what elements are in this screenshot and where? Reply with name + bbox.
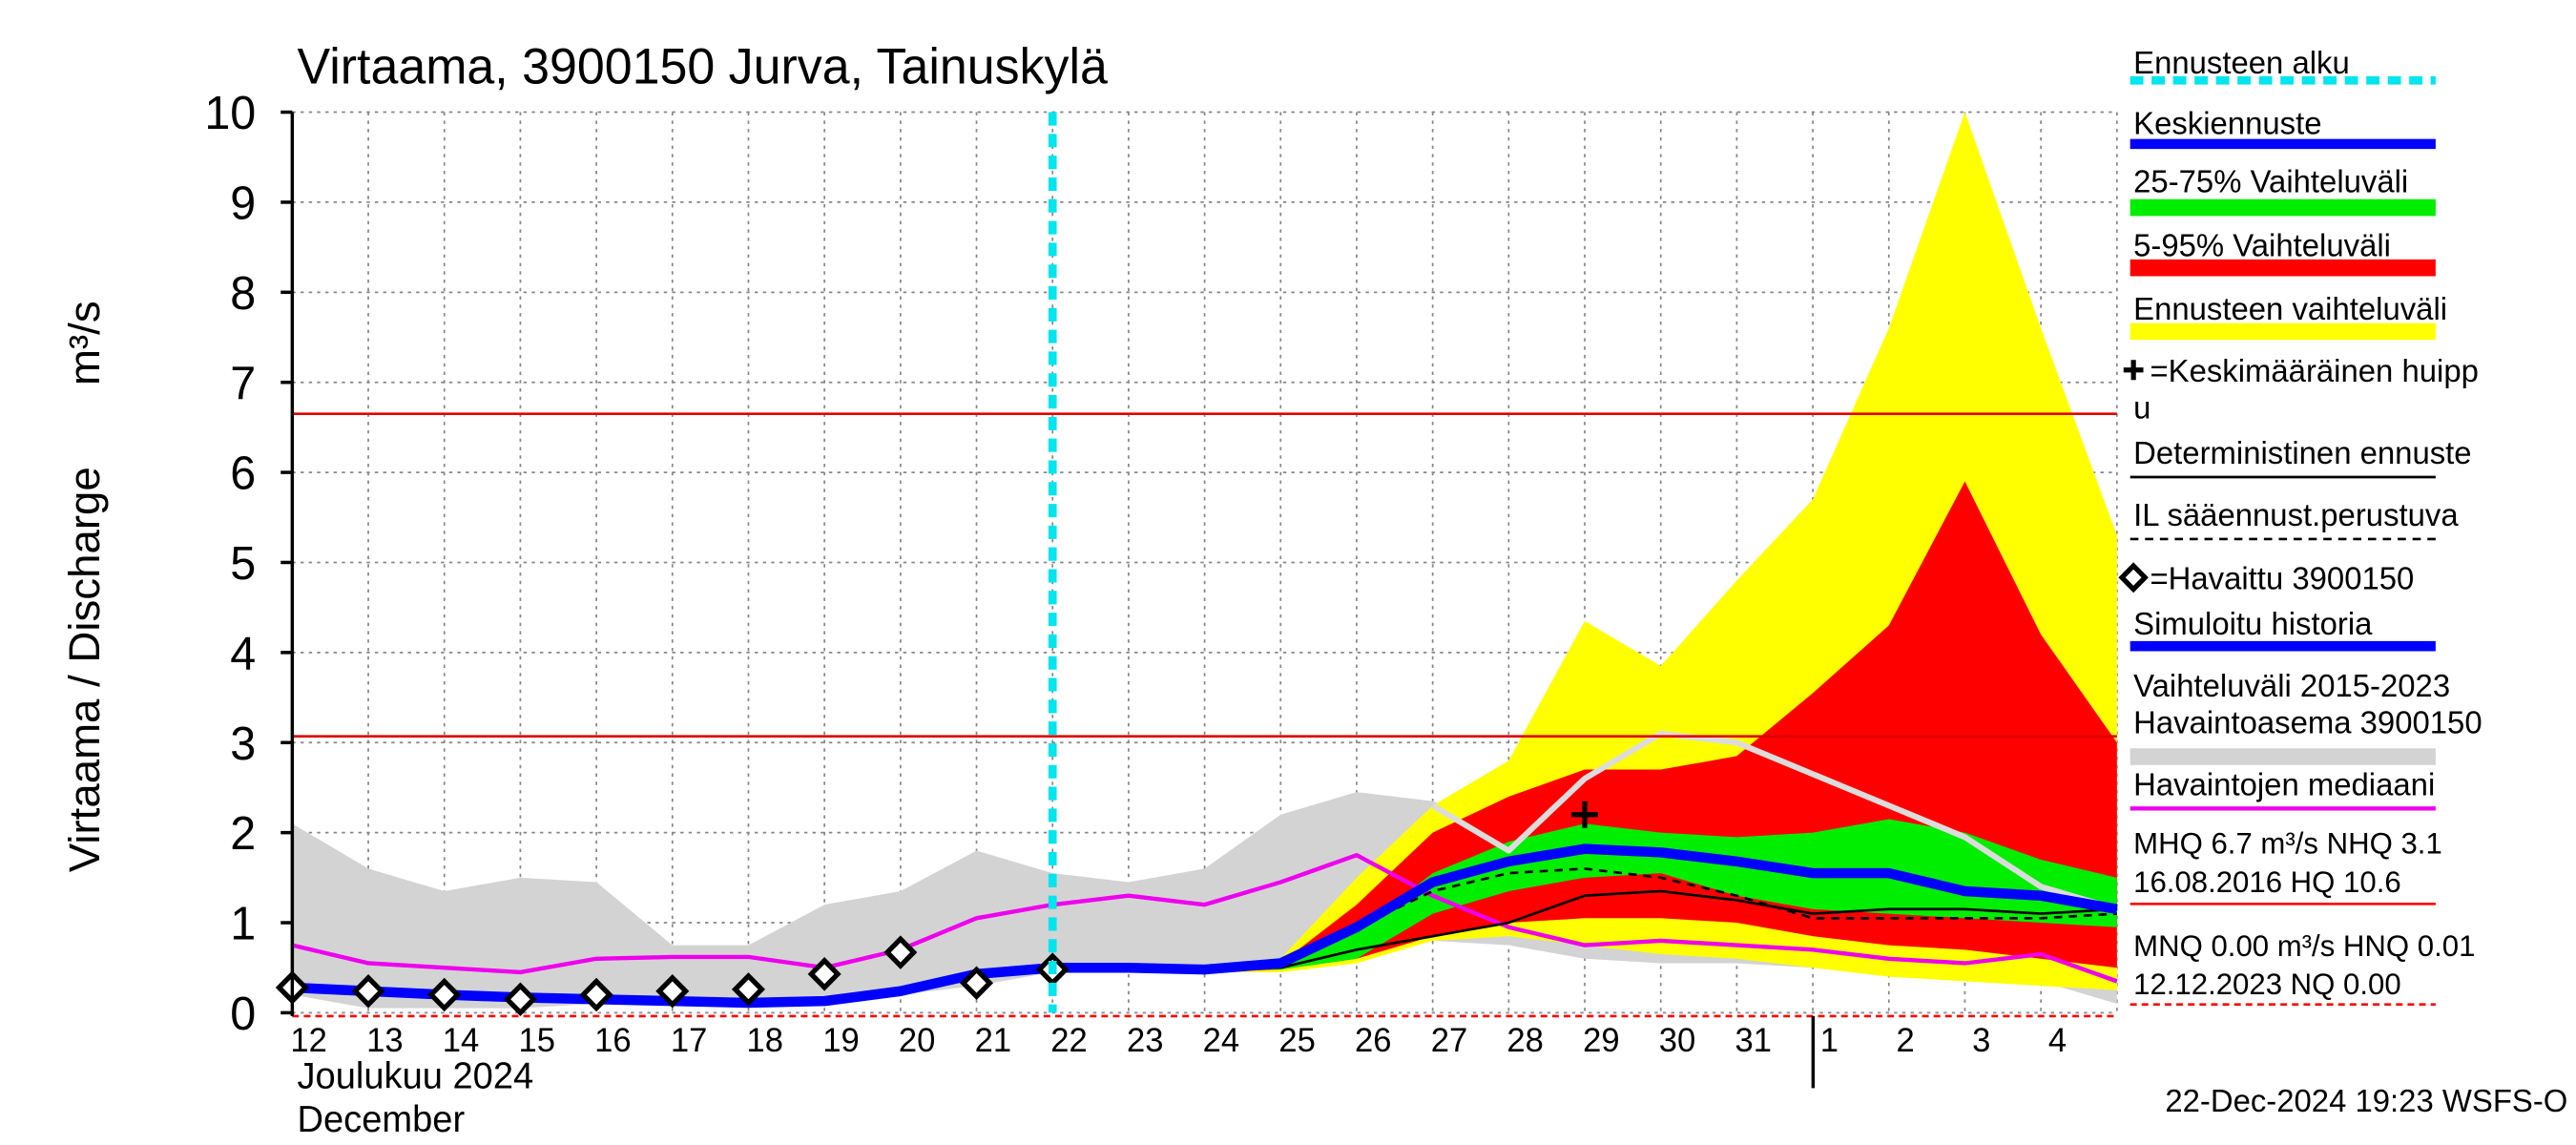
x-tick-label: 13 (366, 1022, 404, 1059)
x-tick-label: 26 (1355, 1022, 1392, 1059)
observed-marker (960, 966, 994, 1001)
observed-marker (427, 977, 462, 1012)
legend-label: =Havaittu 3900150 (2150, 561, 2414, 596)
month-label: Joulukuu 2024 (298, 1055, 534, 1096)
x-tick-label: 4 (2048, 1022, 2067, 1059)
legend-label: Vaihteluväli 2015-2023 (2133, 669, 2450, 704)
x-tick-label: 19 (822, 1022, 860, 1059)
legend-label: Havaintojen mediaani (2133, 767, 2435, 802)
legend-symbol (2118, 562, 2149, 593)
stat-label: 12.12.2023 NQ 0.00 (2133, 968, 2401, 1001)
x-tick-label: 18 (747, 1022, 784, 1059)
stat-label: MNQ 0.00 m³/s HNQ 0.01 (2133, 929, 2475, 963)
x-tick-label: 28 (1506, 1022, 1544, 1059)
x-tick-label: 27 (1431, 1022, 1468, 1059)
x-tick-label: 15 (518, 1022, 555, 1059)
legend: Ennusteen alku Keskiennuste 25-75% Vaihtel… (2118, 46, 2483, 1006)
line (1431, 730, 2118, 912)
observed-marker (807, 957, 841, 991)
y-tick-label: 10 (204, 88, 256, 139)
x-tick-label: 1 (1820, 1022, 1839, 1059)
line (1052, 843, 2118, 975)
x-tick-label: 29 (1583, 1022, 1620, 1059)
y-tick-label: 1 (230, 898, 256, 949)
x-tick-label: 22 (1050, 1022, 1088, 1059)
legend-label: =Keskimääräinen huipp (2150, 354, 2478, 389)
x-tick-label: 16 (594, 1022, 632, 1059)
observed-marker (731, 972, 765, 1007)
x-tick-label: 31 (1735, 1022, 1772, 1059)
legend-label: 5-95% Vaihteluväli (2133, 228, 2391, 263)
y-axis-unit: m³/s (60, 301, 109, 385)
y-tick-label: 6 (230, 448, 256, 499)
x-tick-label: 21 (975, 1022, 1012, 1059)
x-tick-label: 25 (1278, 1022, 1316, 1059)
legend-label: Simuloitu historia (2133, 607, 2373, 642)
legend-label: Ennusteen vaihteluväli (2133, 292, 2447, 327)
x-tick-label: 14 (443, 1022, 480, 1059)
footer: 22-Dec-2024 19:23 WSFS-O (2165, 1084, 2567, 1119)
y-tick-label: 8 (230, 268, 256, 320)
x-tick-label: 2 (1896, 1022, 1914, 1059)
x-tick-label: 17 (671, 1022, 708, 1059)
legend-label: Deterministinen ennuste (2133, 436, 2471, 471)
observed-marker (883, 935, 918, 969)
y-axis-label: Virtaama / Discharge (60, 467, 109, 872)
y-tick-label: 3 (230, 718, 256, 769)
observed-marker (655, 973, 690, 1009)
y-tick-label: 5 (230, 538, 256, 590)
y-tick-label: 9 (230, 177, 256, 229)
legend-symbol (2123, 360, 2144, 381)
y-tick-label: 7 (230, 358, 256, 409)
legend-label: Havaintoasema 3900150 (2133, 705, 2482, 740)
y-tick-label: 2 (230, 808, 256, 860)
legend-label: Ennusteen alku (2133, 46, 2350, 81)
y-tick-label: 4 (230, 628, 256, 679)
legend-label: IL sääennust.perustuva (2133, 498, 2459, 533)
y-tick-label: 0 (230, 989, 256, 1040)
legend-label: 25-75% Vaihteluväli (2133, 165, 2408, 200)
x-tick-label: 12 (290, 1022, 327, 1059)
observed-marker (579, 977, 613, 1012)
stat-label: 16.08.2016 HQ 10.6 (2133, 865, 2401, 899)
line (1052, 867, 2117, 971)
observed-marker (503, 982, 537, 1017)
x-tick-label: 20 (899, 1022, 936, 1059)
legend-label: Keskiennuste (2133, 106, 2321, 141)
x-tick-label: 23 (1127, 1022, 1164, 1059)
line (291, 853, 2118, 984)
x-tick-label: 3 (1972, 1022, 1990, 1059)
band (1204, 819, 2117, 970)
x-tick-label: 30 (1659, 1022, 1696, 1059)
stat-label: MHQ 6.7 m³/s NHQ 3.1 (2133, 827, 2442, 861)
observed-marker (351, 973, 385, 1009)
legend-label: u (2133, 390, 2150, 426)
x-tick-label: 24 (1203, 1022, 1240, 1059)
chart-title: Virtaama, 3900150 Jurva, Tainuskylä (298, 39, 1109, 94)
month-label: December (298, 1099, 466, 1140)
peak-marker (1571, 801, 1598, 828)
